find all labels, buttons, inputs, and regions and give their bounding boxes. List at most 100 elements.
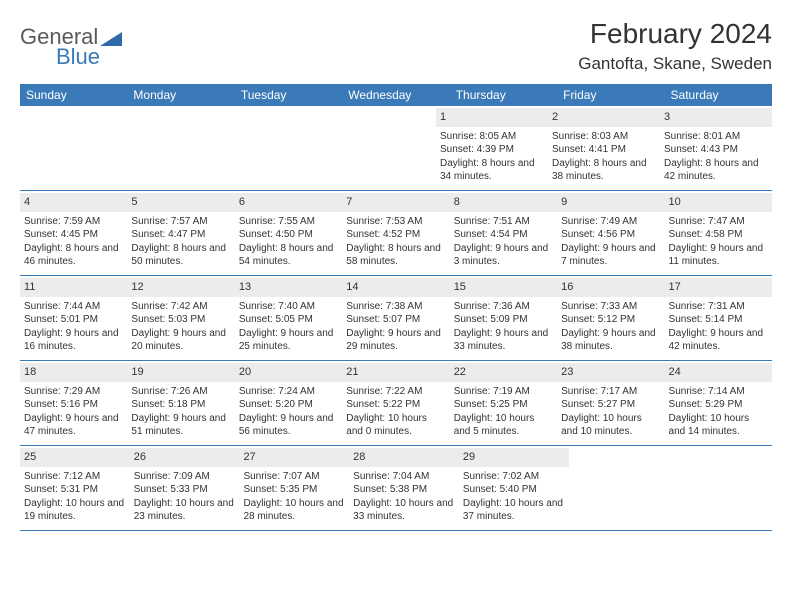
daylight-line: Daylight: 8 hours and 50 minutes. [131, 242, 230, 269]
daylight-line: Daylight: 8 hours and 58 minutes. [346, 242, 445, 269]
day-number: 3 [660, 108, 772, 127]
day-number: 11 [20, 278, 127, 297]
sunrise-line: Sunrise: 7:31 AM [669, 300, 768, 314]
day-cell: 24Sunrise: 7:14 AMSunset: 5:29 PMDayligh… [665, 361, 772, 445]
sunrise-line: Sunrise: 7:47 AM [669, 215, 768, 229]
sunset-line: Sunset: 5:03 PM [131, 313, 230, 327]
week-row: 25Sunrise: 7:12 AMSunset: 5:31 PMDayligh… [20, 446, 772, 531]
day-header: Wednesday [342, 84, 449, 106]
daylight-line: Daylight: 9 hours and 7 minutes. [561, 242, 660, 269]
title-block: February 2024 Gantofta, Skane, Sweden [578, 18, 772, 74]
sunset-line: Sunset: 5:35 PM [243, 483, 345, 497]
day-number: 5 [127, 193, 234, 212]
day-header: Monday [127, 84, 234, 106]
day-number: 21 [342, 363, 449, 382]
day-cell: 21Sunrise: 7:22 AMSunset: 5:22 PMDayligh… [342, 361, 449, 445]
sunrise-line: Sunrise: 7:12 AM [24, 470, 126, 484]
sunrise-line: Sunrise: 7:38 AM [346, 300, 445, 314]
daylight-line: Daylight: 10 hours and 23 minutes. [134, 497, 236, 524]
day-number: 27 [239, 448, 349, 467]
sunset-line: Sunset: 4:52 PM [346, 228, 445, 242]
sunrise-line: Sunrise: 7:36 AM [454, 300, 553, 314]
day-cell: 1Sunrise: 8:05 AMSunset: 4:39 PMDaylight… [436, 106, 548, 190]
sunrise-line: Sunrise: 7:04 AM [353, 470, 455, 484]
day-number: 19 [127, 363, 234, 382]
daylight-line: Daylight: 9 hours and 25 minutes. [239, 327, 338, 354]
weeks-container: 1Sunrise: 8:05 AMSunset: 4:39 PMDaylight… [20, 106, 772, 531]
empty-cell [228, 106, 332, 190]
day-cell: 17Sunrise: 7:31 AMSunset: 5:14 PMDayligh… [665, 276, 772, 360]
sunset-line: Sunset: 5:22 PM [346, 398, 445, 412]
day-header: Thursday [450, 84, 557, 106]
day-cell: 8Sunrise: 7:51 AMSunset: 4:54 PMDaylight… [450, 191, 557, 275]
empty-cell [569, 446, 671, 530]
day-cell: 19Sunrise: 7:26 AMSunset: 5:18 PMDayligh… [127, 361, 234, 445]
sunset-line: Sunset: 5:16 PM [24, 398, 123, 412]
empty-cell [20, 106, 124, 190]
sunset-line: Sunset: 5:01 PM [24, 313, 123, 327]
daylight-line: Daylight: 10 hours and 33 minutes. [353, 497, 455, 524]
sunset-line: Sunset: 5:38 PM [353, 483, 455, 497]
sunrise-line: Sunrise: 7:09 AM [134, 470, 236, 484]
day-number: 12 [127, 278, 234, 297]
day-header: Tuesday [235, 84, 342, 106]
day-cell: 15Sunrise: 7:36 AMSunset: 5:09 PMDayligh… [450, 276, 557, 360]
day-number: 7 [342, 193, 449, 212]
sunrise-line: Sunrise: 7:59 AM [24, 215, 123, 229]
sunset-line: Sunset: 5:05 PM [239, 313, 338, 327]
daylight-line: Daylight: 10 hours and 19 minutes. [24, 497, 126, 524]
day-cell: 28Sunrise: 7:04 AMSunset: 5:38 PMDayligh… [349, 446, 459, 530]
day-cell: 14Sunrise: 7:38 AMSunset: 5:07 PMDayligh… [342, 276, 449, 360]
sunrise-line: Sunrise: 8:01 AM [664, 130, 768, 144]
day-number: 22 [450, 363, 557, 382]
day-cell: 4 Sunrise: 7:59 AMSunset: 4:45 PMDaylight… [20, 191, 127, 275]
sunset-line: Sunset: 5:31 PM [24, 483, 126, 497]
daylight-line: Daylight: 8 hours and 38 minutes. [552, 157, 656, 184]
daylight-line: Daylight: 8 hours and 54 minutes. [239, 242, 338, 269]
day-cell: 27Sunrise: 7:07 AMSunset: 5:35 PMDayligh… [239, 446, 349, 530]
daylight-line: Daylight: 9 hours and 11 minutes. [669, 242, 768, 269]
day-header: Saturday [665, 84, 772, 106]
daylight-line: Daylight: 9 hours and 42 minutes. [669, 327, 768, 354]
sunrise-line: Sunrise: 7:44 AM [24, 300, 123, 314]
day-number: 15 [450, 278, 557, 297]
day-cell: 18Sunrise: 7:29 AMSunset: 5:16 PMDayligh… [20, 361, 127, 445]
sunset-line: Sunset: 5:12 PM [561, 313, 660, 327]
location: Gantofta, Skane, Sweden [578, 54, 772, 74]
empty-cell [332, 106, 436, 190]
sunset-line: Sunset: 5:20 PM [239, 398, 338, 412]
day-cell: 5Sunrise: 7:57 AMSunset: 4:47 PMDaylight… [127, 191, 234, 275]
week-row: 1Sunrise: 8:05 AMSunset: 4:39 PMDaylight… [20, 106, 772, 191]
daylight-line: Daylight: 8 hours and 34 minutes. [440, 157, 544, 184]
day-cell: 7Sunrise: 7:53 AMSunset: 4:52 PMDaylight… [342, 191, 449, 275]
sunset-line: Sunset: 4:43 PM [664, 143, 768, 157]
day-cell: 25 Sunrise: 7:12 AMSunset: 5:31 PMDayligh… [20, 446, 130, 530]
day-number: 24 [665, 363, 772, 382]
day-number: 9 [557, 193, 664, 212]
month-title: February 2024 [578, 18, 772, 50]
day-cell: 3Sunrise: 8:01 AMSunset: 4:43 PMDaylight… [660, 106, 772, 190]
sunrise-line: Sunrise: 7:40 AM [239, 300, 338, 314]
sunset-line: Sunset: 4:45 PM [24, 228, 123, 242]
week-row: 11Sunrise: 7:44 AMSunset: 5:01 PMDayligh… [20, 276, 772, 361]
sunrise-line: Sunrise: 7:26 AM [131, 385, 230, 399]
sunset-line: Sunset: 4:58 PM [669, 228, 768, 242]
daylight-line: Daylight: 9 hours and 16 minutes. [24, 327, 123, 354]
day-number: 25 [20, 448, 130, 467]
day-number: 1 [436, 108, 548, 127]
sunrise-line: Sunrise: 7:57 AM [131, 215, 230, 229]
sunrise-line: Sunrise: 7:51 AM [454, 215, 553, 229]
daylight-line: Daylight: 9 hours and 3 minutes. [454, 242, 553, 269]
day-number: 17 [665, 278, 772, 297]
header: GeneralBlue February 2024 Gantofta, Skan… [20, 18, 772, 74]
daylight-line: Daylight: 8 hours and 46 minutes. [24, 242, 123, 269]
sunset-line: Sunset: 5:07 PM [346, 313, 445, 327]
day-cell: 10Sunrise: 7:47 AMSunset: 4:58 PMDayligh… [665, 191, 772, 275]
day-number: 4 [20, 193, 127, 212]
empty-cell [670, 446, 772, 530]
day-number: 8 [450, 193, 557, 212]
sunrise-line: Sunrise: 7:55 AM [239, 215, 338, 229]
day-cell: 22Sunrise: 7:19 AMSunset: 5:25 PMDayligh… [450, 361, 557, 445]
day-cell: 11 Sunrise: 7:44 AMSunset: 5:01 PMDayligh… [20, 276, 127, 360]
daylight-line: Daylight: 10 hours and 10 minutes. [561, 412, 660, 439]
